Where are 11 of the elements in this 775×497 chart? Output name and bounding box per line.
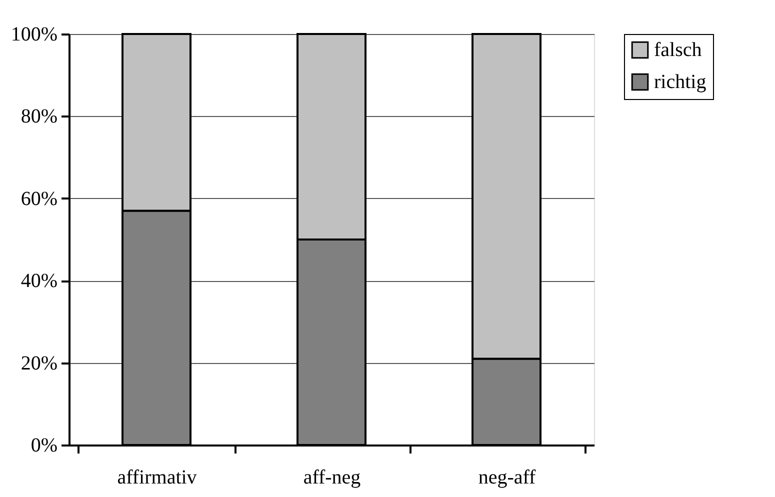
y-tick-label: 40% (20, 270, 58, 292)
y-tick-label: 60% (20, 188, 58, 210)
legend-label: richtig (654, 71, 706, 93)
y-tick-label: 20% (20, 352, 58, 374)
x-tick-label: aff-neg (303, 466, 361, 488)
legend-label: falsch (654, 39, 702, 61)
y-tick-label: 100% (10, 24, 58, 46)
x-tick-label: neg-aff (478, 466, 536, 488)
y-tick-label: 0% (30, 434, 58, 456)
x-tick-label: affirmativ (117, 466, 197, 488)
y-tick-label: 80% (20, 106, 58, 128)
